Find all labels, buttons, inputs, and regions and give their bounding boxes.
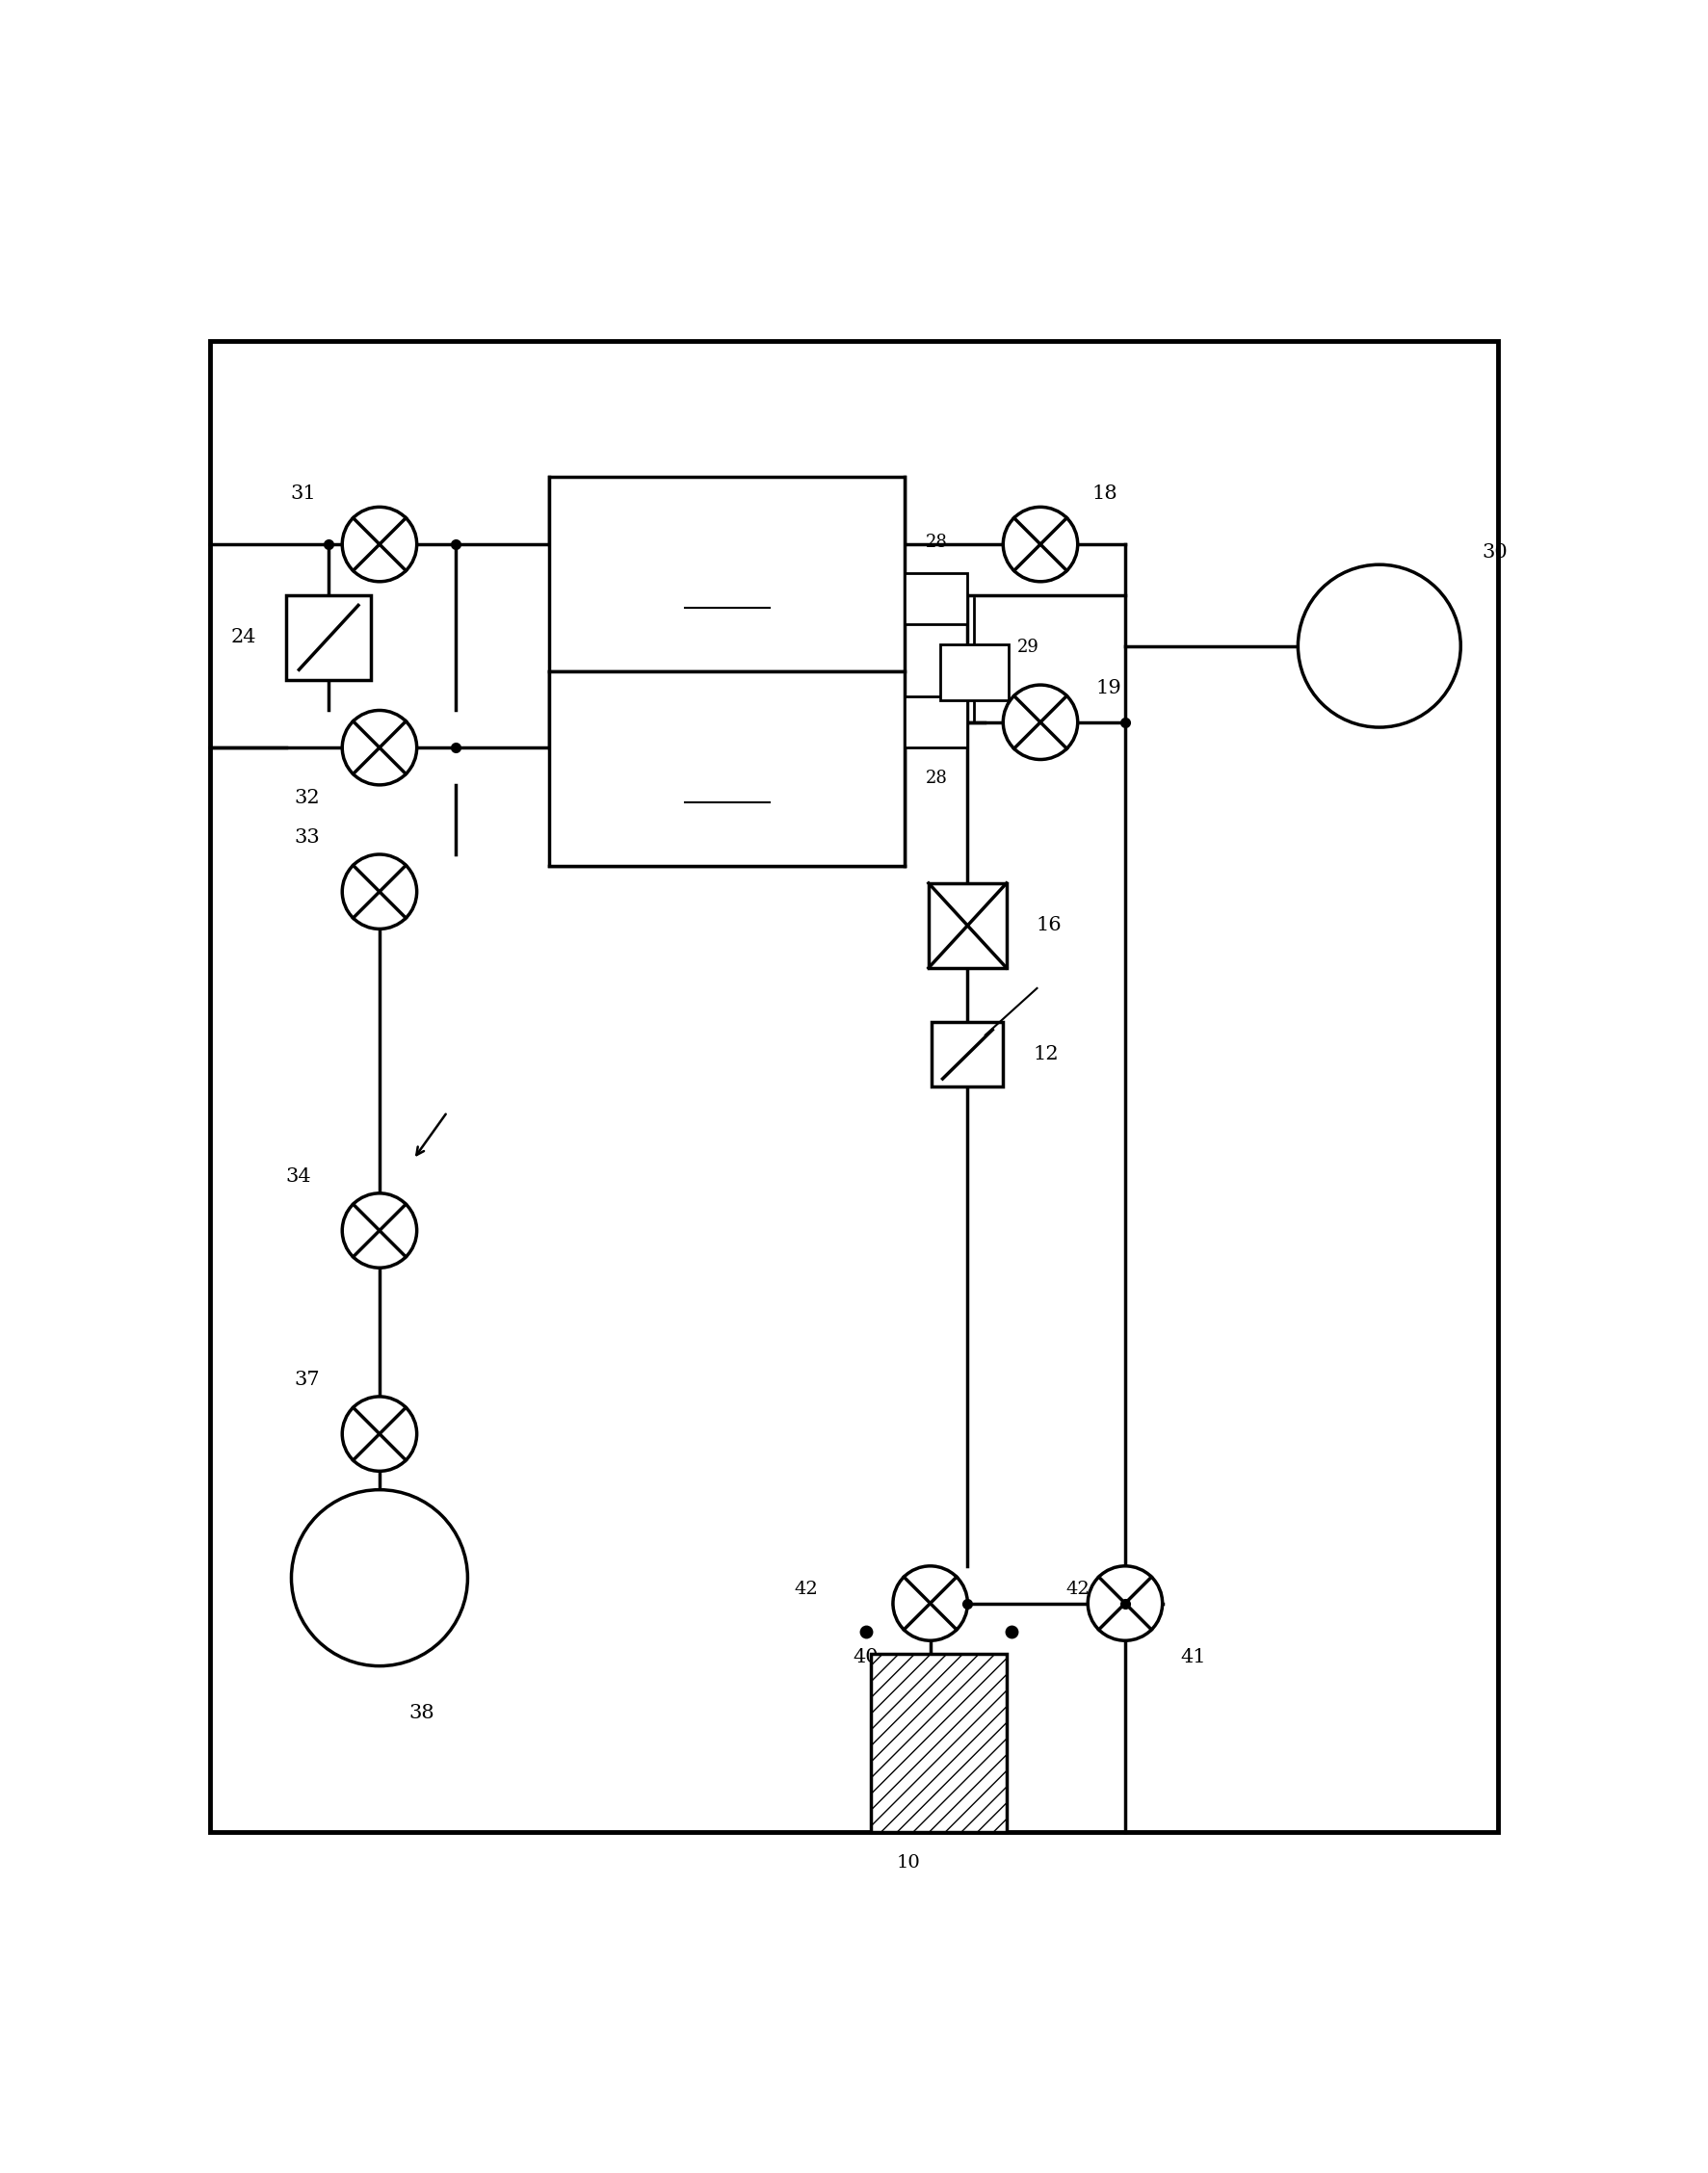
- Bar: [210, 341, 1498, 1832]
- Text: 41: 41: [1180, 1649, 1206, 1667]
- Text: 29: 29: [1018, 639, 1040, 656]
- Text: 22: 22: [712, 750, 743, 771]
- Text: VAC: VAC: [1360, 637, 1399, 654]
- Text: 28: 28: [926, 535, 948, 552]
- Circle shape: [1298, 565, 1460, 728]
- Circle shape: [342, 1193, 417, 1267]
- Bar: [287, 595, 371, 680]
- Circle shape: [1003, 506, 1078, 582]
- Text: 28: 28: [926, 769, 948, 787]
- Bar: [548, 671, 905, 867]
- Text: 16: 16: [1037, 917, 1062, 934]
- Circle shape: [292, 1491, 468, 1667]
- Text: 18: 18: [1091, 485, 1117, 502]
- Bar: [929, 882, 1006, 967]
- Circle shape: [893, 1567, 967, 1641]
- Text: 34: 34: [285, 1167, 311, 1186]
- Circle shape: [342, 1397, 417, 1471]
- Text: 40: 40: [852, 1649, 878, 1667]
- Text: 12: 12: [1033, 1045, 1059, 1063]
- Bar: [905, 698, 967, 748]
- Text: 31: 31: [290, 485, 316, 502]
- Text: 24: 24: [231, 628, 256, 648]
- Circle shape: [342, 854, 417, 928]
- Bar: [905, 574, 967, 624]
- Bar: [933, 1021, 1003, 1086]
- Text: 37: 37: [294, 1371, 319, 1389]
- Text: 19: 19: [1095, 680, 1120, 698]
- Text: GAS: GAS: [359, 1569, 400, 1586]
- Text: T: T: [931, 715, 941, 730]
- Text: 21: 21: [712, 554, 743, 576]
- Circle shape: [1003, 684, 1078, 761]
- Text: 42: 42: [1066, 1582, 1090, 1599]
- Bar: [548, 476, 905, 671]
- Text: 42: 42: [794, 1582, 818, 1599]
- Text: 33: 33: [294, 828, 319, 847]
- Text: T: T: [931, 591, 941, 606]
- Text: 10: 10: [897, 1854, 921, 1871]
- Text: 30: 30: [1481, 543, 1508, 563]
- Text: 32: 32: [294, 789, 319, 808]
- Text: 38: 38: [408, 1704, 436, 1723]
- Circle shape: [1088, 1567, 1163, 1641]
- Circle shape: [342, 506, 417, 582]
- Circle shape: [342, 711, 417, 784]
- Bar: [941, 643, 1008, 700]
- Bar: [871, 1654, 1006, 1832]
- Text: 11: 11: [897, 1725, 921, 1743]
- Text: D: D: [968, 665, 980, 680]
